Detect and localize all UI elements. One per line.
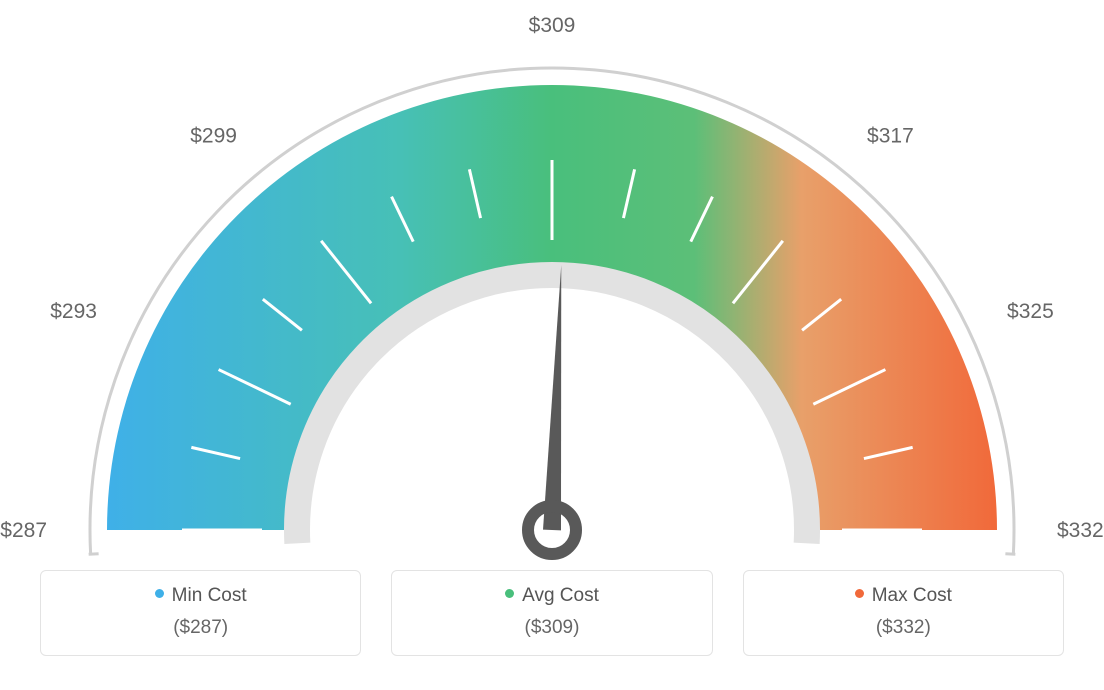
dot-max-icon [855,589,864,598]
legend-label-avg: Avg Cost [522,585,599,606]
dot-min-icon [155,589,164,598]
legend-row: Min Cost ($287) Avg Cost ($309) Max Cost… [0,570,1104,656]
gauge-chart: $287 $293 $299 $309 $317 $325 $332 [0,0,1104,570]
gauge-svg: $287 $293 $299 $309 $317 $325 $332 [0,0,1104,570]
legend-label-min: Min Cost [172,585,247,606]
dot-avg-icon [505,589,514,598]
legend-title-max: Max Cost [744,585,1063,607]
legend-title-min: Min Cost [41,585,360,607]
svg-text:$332: $332 [1057,519,1104,542]
svg-text:$325: $325 [1007,300,1054,323]
legend-label-max: Max Cost [872,585,952,606]
legend-card-avg: Avg Cost ($309) [391,570,712,656]
svg-text:$287: $287 [0,519,47,542]
legend-title-avg: Avg Cost [392,585,711,607]
legend-card-min: Min Cost ($287) [40,570,361,656]
legend-value-avg: ($309) [392,617,711,639]
legend-value-max: ($332) [744,617,1063,639]
svg-text:$317: $317 [867,124,914,147]
svg-text:$299: $299 [190,124,237,147]
legend-value-min: ($287) [41,617,360,639]
svg-text:$309: $309 [529,14,576,37]
svg-text:$293: $293 [50,300,97,323]
legend-card-max: Max Cost ($332) [743,570,1064,656]
